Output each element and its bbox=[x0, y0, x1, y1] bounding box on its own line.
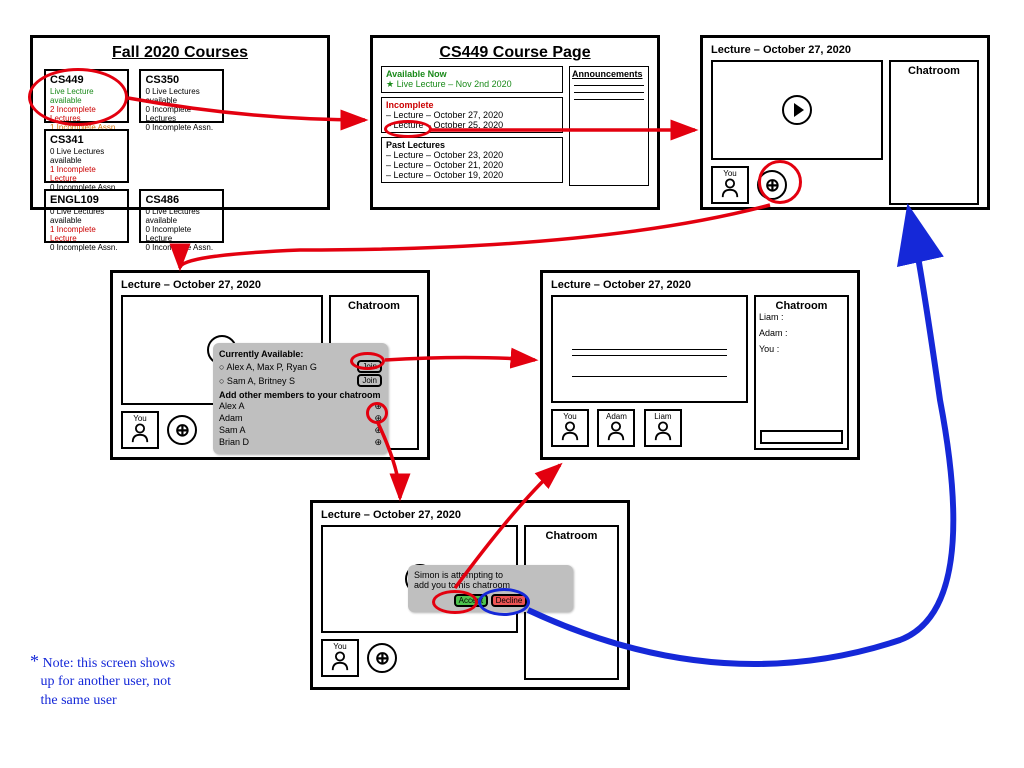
you-thumbnail: You bbox=[121, 411, 159, 449]
panel4-title: Lecture – October 27, 2020 bbox=[121, 279, 419, 291]
add-member-button[interactable]: ⊕ bbox=[757, 170, 787, 200]
join-button[interactable]: Join bbox=[357, 360, 382, 373]
you-thumbnail: You bbox=[321, 639, 359, 677]
panel6-title: Lecture – October 27, 2020 bbox=[321, 509, 619, 521]
panel-invite: Lecture – October 27, 2020 You ⊕ Chatroo… bbox=[310, 500, 630, 690]
add-icon[interactable]: ⊕ bbox=[374, 437, 382, 448]
panel-courses: Fall 2020 Courses CS449 Live Lecture ava… bbox=[30, 35, 330, 210]
past-section: Past Lectures – Lecture – October 23, 20… bbox=[381, 137, 563, 183]
live-lecture-item[interactable]: ★ Live Lecture – Nov 2nd 2020 bbox=[386, 79, 558, 90]
add-member-button[interactable]: ⊕ bbox=[167, 415, 197, 445]
lecture-oct27[interactable]: – Lecture – October 27, 2020 bbox=[386, 110, 558, 120]
add-icon[interactable]: ⊕ bbox=[374, 425, 382, 436]
available-section: Available Now ★ Live Lecture – Nov 2nd 2… bbox=[381, 66, 563, 93]
course-card-cs350[interactable]: CS350 0 Live Lectures available 0 Incomp… bbox=[139, 69, 224, 123]
decline-button[interactable]: Decline bbox=[491, 594, 528, 607]
panel2-title: CS449 Course Page bbox=[381, 44, 649, 62]
panel1-title: Fall 2020 Courses bbox=[41, 44, 319, 62]
panel-lecture-popup: Lecture – October 27, 2020 You ⊕ Chatroo… bbox=[110, 270, 430, 460]
you-thumbnail: You bbox=[551, 409, 589, 447]
chatroom-populated: Chatroom Liam : Adam : You : bbox=[754, 295, 849, 450]
you-thumbnail: You bbox=[711, 166, 749, 204]
incomplete-section: Incomplete – Lecture – October 27, 2020 … bbox=[381, 97, 563, 133]
add-icon[interactable]: ⊕ bbox=[374, 401, 382, 412]
play-icon[interactable] bbox=[782, 95, 812, 125]
join-button[interactable]: Join bbox=[357, 374, 382, 387]
course-card-cs486[interactable]: CS486 0 Live Lectures available 0 Incomp… bbox=[139, 189, 224, 243]
video-player[interactable] bbox=[551, 295, 748, 403]
announcements: Announcements bbox=[569, 66, 649, 186]
video-player[interactable] bbox=[711, 60, 883, 160]
panel5-title: Lecture – October 27, 2020 bbox=[551, 279, 849, 291]
add-members-popup: Currently Available: ○ Alex A, Max P, Ry… bbox=[213, 343, 388, 454]
add-icon[interactable]: ⊕ bbox=[374, 413, 382, 424]
panel-course-page: CS449 Course Page Available Now ★ Live L… bbox=[370, 35, 660, 210]
lecture-oct25[interactable]: – Lecture – October 25, 2020 bbox=[386, 120, 558, 130]
panel-lecture-chat: Lecture – October 27, 2020 You Adam Liam… bbox=[540, 270, 860, 460]
chat-input[interactable] bbox=[760, 430, 843, 444]
accept-button[interactable]: Accept bbox=[454, 594, 488, 607]
panel3-title: Lecture – October 27, 2020 bbox=[711, 44, 979, 56]
panel-lecture-initial: Lecture – October 27, 2020 You ⊕ Chatroo… bbox=[700, 35, 990, 210]
course-card-cs341[interactable]: CS341 0 Live Lectures available 1 Incomp… bbox=[44, 129, 129, 183]
add-member-button[interactable]: ⊕ bbox=[367, 643, 397, 673]
liam-thumbnail: Liam bbox=[644, 409, 682, 447]
course-card-cs449[interactable]: CS449 Live Lecture available 2 Incomplet… bbox=[44, 69, 129, 123]
footnote: * Note: this screen shows up for another… bbox=[30, 650, 280, 710]
chatroom-empty: Chatroom bbox=[889, 60, 979, 205]
course-card-engl109[interactable]: ENGL109 0 Live Lectures available 1 Inco… bbox=[44, 189, 129, 243]
invite-popup: Simon is attempting to add you to his ch… bbox=[408, 565, 573, 612]
adam-thumbnail: Adam bbox=[597, 409, 635, 447]
